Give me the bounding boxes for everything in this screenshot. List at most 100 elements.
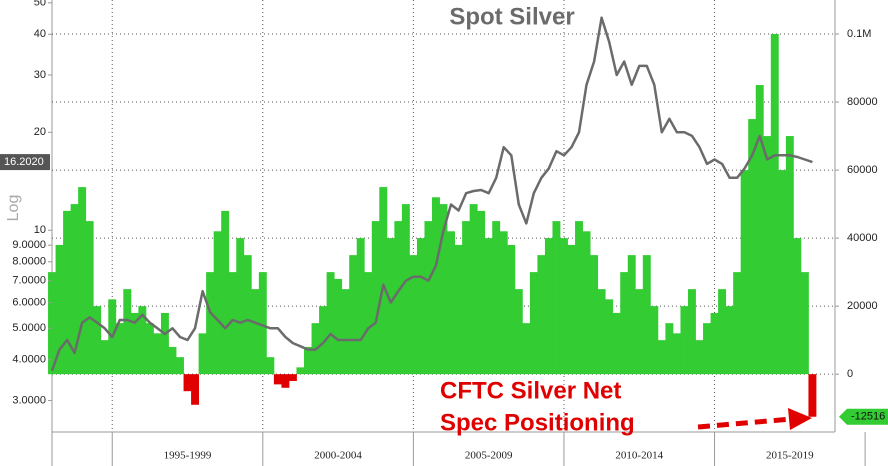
bar [48, 272, 56, 375]
chart-title: Spot Silver [449, 3, 574, 30]
bar [770, 34, 779, 375]
bar [612, 312, 621, 375]
bar [454, 244, 463, 375]
y-tick-label: 8.0000 [12, 256, 46, 268]
annotation: Spec Positioning [440, 409, 635, 436]
y2-tick-label: 60000 [847, 164, 878, 176]
x-axis-band [0, 432, 888, 466]
bar [597, 289, 606, 375]
bar [228, 272, 237, 375]
annotation: CFTC Silver Net [440, 377, 621, 404]
bar [258, 272, 267, 375]
bar [349, 255, 358, 375]
bar [394, 221, 403, 375]
bar [657, 340, 666, 375]
bar [492, 221, 501, 375]
price-line [50, 16, 813, 372]
bar [130, 312, 139, 375]
bar [748, 119, 757, 375]
y2-tick-label: 0.1M [847, 28, 871, 40]
bar [537, 255, 546, 375]
bar [386, 238, 395, 375]
bar [115, 323, 124, 375]
bar [710, 312, 719, 375]
bar [341, 289, 350, 375]
bar [778, 170, 787, 375]
bar [559, 238, 568, 375]
bar [251, 289, 260, 375]
bar [213, 231, 222, 375]
bar [145, 323, 154, 375]
annotation-arrowhead [788, 408, 812, 430]
bar [672, 333, 681, 375]
last-value-box [0, 154, 50, 171]
bar [78, 187, 87, 375]
bar [100, 340, 109, 375]
bar [85, 221, 94, 375]
y-tick-label: 30 [34, 69, 46, 81]
bar [176, 357, 184, 375]
y2-tick-label: 40000 [847, 232, 878, 244]
bar [642, 255, 651, 375]
bar [590, 255, 599, 375]
annotation-arrow [697, 416, 793, 430]
lines [50, 16, 813, 372]
bar [529, 272, 538, 375]
y-tick-label: 4.0000 [12, 354, 46, 366]
bar [650, 306, 659, 375]
bar [763, 136, 772, 375]
y-tick-label: 10 [34, 224, 46, 236]
bar [243, 255, 252, 375]
bar [605, 299, 614, 375]
bar [153, 333, 162, 375]
bar [552, 221, 561, 375]
bar [326, 272, 335, 375]
x-period-label: 2000-2004 [314, 450, 362, 462]
bar [409, 255, 418, 375]
bar [620, 272, 629, 375]
last-value-label: 16.2020 [4, 156, 44, 168]
bar [800, 272, 809, 375]
bar [635, 289, 644, 375]
y-tick-label: 40 [34, 28, 46, 40]
bar [484, 238, 493, 375]
x-period-label: 1995-1999 [164, 450, 212, 462]
bar [93, 306, 102, 375]
bar [725, 306, 734, 375]
y-tick-label: 9.0000 [12, 239, 46, 251]
bar [416, 238, 425, 375]
bar [755, 85, 764, 375]
bar [191, 374, 200, 405]
bar [469, 204, 478, 375]
bar [160, 312, 169, 375]
y2-tick-label: 80000 [847, 96, 878, 108]
x-period-label: 2015-2019 [766, 450, 814, 462]
bar [319, 306, 328, 375]
bar [379, 187, 388, 375]
bar [514, 289, 523, 375]
bar [236, 238, 245, 375]
bar [206, 272, 215, 375]
bar [356, 238, 365, 375]
bar [334, 278, 343, 375]
bar [364, 272, 373, 375]
bar [183, 374, 192, 392]
bar [296, 367, 305, 375]
bar [221, 210, 230, 375]
bar [168, 346, 177, 375]
bar [793, 238, 802, 375]
y-axis-label: Log [5, 195, 22, 222]
last-value-label: -12516 [851, 411, 885, 423]
y-tick-label: 3.0000 [12, 394, 46, 406]
bar [477, 210, 486, 375]
bar [304, 346, 312, 375]
bar [522, 323, 531, 375]
bar [198, 333, 207, 375]
bar [740, 170, 749, 375]
y2-tick-label: 20000 [847, 300, 878, 312]
bar [507, 244, 516, 375]
bar [808, 374, 817, 417]
bar [703, 323, 711, 375]
bar [138, 306, 147, 375]
